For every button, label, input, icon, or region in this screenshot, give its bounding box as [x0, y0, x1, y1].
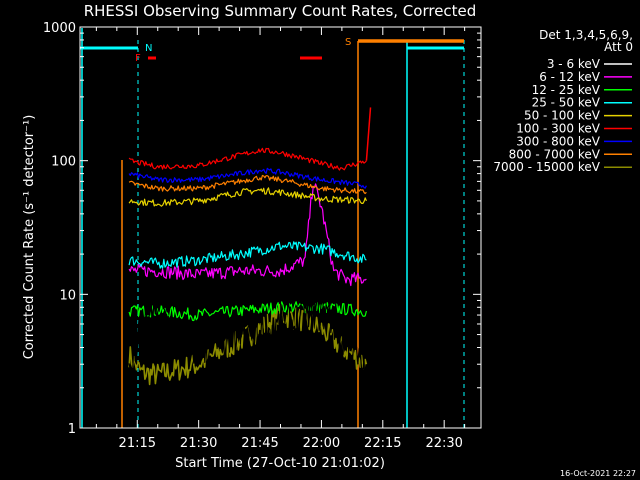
x-tick-label: 22:00 [303, 436, 340, 451]
legend-label: 7000 - 15000 keV [493, 160, 600, 174]
y-axis-label: Corrected Count Rate (s⁻¹ detector⁻¹) [22, 115, 37, 360]
x-axis-label: Start Time (27-Oct-10 21:01:02) [175, 456, 385, 471]
series-line [128, 303, 368, 386]
chart-title: RHESSI Observing Summary Count Rates, Co… [84, 2, 477, 20]
x-tick-label: 22:15 [364, 436, 401, 451]
legend-label: 50 - 100 keV [524, 109, 601, 123]
series-line [128, 147, 367, 171]
series-line [128, 167, 367, 189]
legend-header-attenuator: Att 0 [604, 40, 633, 54]
f-flag-label: F [135, 53, 141, 64]
legend-label: 12 - 25 keV [532, 83, 601, 97]
legend-label: 800 - 7000 keV [509, 147, 601, 161]
instrument-status-bars [80, 28, 465, 428]
legend-label: 6 - 12 keV [539, 70, 601, 84]
series-lines [128, 107, 372, 393]
y-tick-label: 1000 [43, 21, 76, 36]
x-tick-label: 22:30 [425, 436, 462, 451]
flag-labels: N F S [135, 37, 351, 64]
legend-label: 300 - 800 keV [516, 134, 600, 148]
x-tick-label: 21:15 [119, 436, 156, 451]
legend-header-detectors: Det 1,3,4,5,6,9, [539, 28, 633, 42]
y-tick-label: 100 [51, 155, 76, 170]
y-tick-labels: 1 10 100 1000 [43, 21, 76, 437]
series-line [128, 288, 367, 393]
series-line [365, 107, 372, 161]
legend-label: 25 - 50 keV [532, 96, 601, 110]
x-tick-label: 21:30 [180, 436, 217, 451]
series-line [128, 174, 367, 195]
axis-ticks [80, 27, 481, 429]
y-tick-label: 10 [59, 288, 76, 303]
series-line [128, 187, 367, 207]
n-flag-label: N [145, 43, 152, 54]
legend-label: 100 - 300 keV [516, 122, 600, 136]
legend-label: 3 - 6 keV [547, 57, 601, 71]
x-tick-label: 21:45 [241, 436, 278, 451]
s-flag-label: S [345, 37, 351, 48]
x-tick-labels: 21:15 21:30 21:45 22:00 22:15 22:30 [119, 436, 463, 451]
footer-timestamp: 16-Oct-2021 22:27 [560, 469, 636, 478]
y-tick-label: 1 [68, 422, 76, 437]
series-line [128, 183, 367, 287]
series-line [128, 241, 367, 269]
